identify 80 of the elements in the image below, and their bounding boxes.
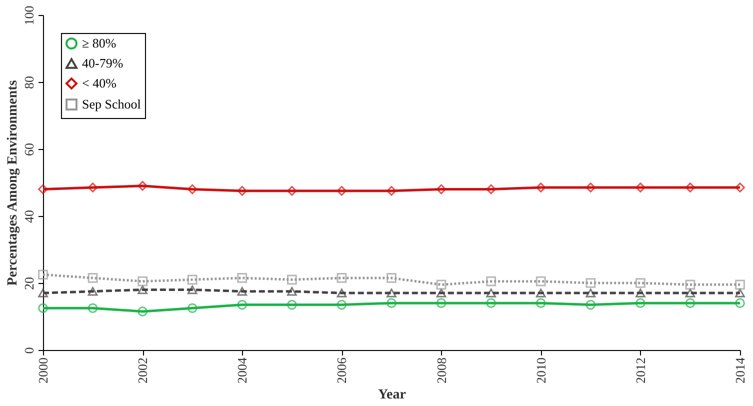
y-axis-title: Percentages Among Environments <box>6 80 20 286</box>
legend-label: Sep School <box>82 96 142 112</box>
point <box>386 288 396 298</box>
point <box>138 180 148 191</box>
point <box>536 298 546 308</box>
point <box>735 288 745 298</box>
point <box>536 288 546 298</box>
point <box>635 278 646 288</box>
y-tick-label: 40 <box>22 210 36 223</box>
point <box>237 273 248 283</box>
point <box>336 288 347 298</box>
point <box>735 182 745 192</box>
point <box>286 287 297 296</box>
point <box>436 288 446 298</box>
point <box>237 186 248 196</box>
point <box>286 274 297 285</box>
point <box>138 276 148 286</box>
point <box>685 298 696 308</box>
x-tick-label: 2010 <box>533 358 548 384</box>
legend-label: ≥ 80% <box>82 36 116 50</box>
y-tick-label: 100 <box>22 6 36 26</box>
x-axis-title: Year <box>378 388 406 402</box>
point <box>436 184 446 194</box>
x-tick-label: 2000 <box>36 358 50 384</box>
point <box>38 270 48 280</box>
point <box>386 186 396 196</box>
point <box>88 273 98 283</box>
y-tick-label: 60 <box>22 143 36 156</box>
point <box>187 303 198 314</box>
legend-label: < 40% <box>82 76 117 90</box>
point <box>436 298 446 308</box>
point <box>187 274 198 285</box>
y-tick-label: 0 <box>22 347 36 354</box>
y-tick-label: 20 <box>22 277 36 290</box>
x-tick-label: 2014 <box>732 357 748 384</box>
x-tick-label: 2012 <box>632 358 648 384</box>
point <box>486 276 496 286</box>
point <box>486 298 496 308</box>
point <box>187 285 198 294</box>
x-tick-label: 2006 <box>334 357 350 384</box>
point <box>88 287 98 296</box>
point <box>88 182 98 192</box>
x-tick-label: 2002 <box>135 358 150 384</box>
point <box>138 285 148 294</box>
point <box>635 182 646 192</box>
point <box>88 303 98 314</box>
point <box>586 288 596 298</box>
point <box>486 184 496 194</box>
point <box>336 273 347 283</box>
x-tick-label: 2008 <box>434 358 449 384</box>
point <box>735 280 745 290</box>
point <box>536 276 546 286</box>
point <box>586 300 596 310</box>
point <box>237 287 248 296</box>
point <box>138 306 148 316</box>
point <box>735 298 745 308</box>
point <box>336 186 347 196</box>
point <box>586 182 596 192</box>
x-tick-label: 2004 <box>234 357 250 384</box>
point <box>386 273 396 283</box>
point <box>187 184 198 194</box>
point <box>386 298 396 308</box>
point <box>685 288 696 298</box>
point <box>38 184 48 194</box>
point <box>586 278 596 288</box>
point <box>486 288 496 298</box>
point <box>237 300 248 310</box>
point <box>336 300 347 310</box>
legend-label: 40-79% <box>82 56 124 70</box>
point <box>286 186 297 196</box>
point <box>685 182 696 192</box>
point <box>635 288 646 298</box>
point <box>685 280 696 290</box>
point <box>38 303 48 314</box>
point <box>286 300 297 310</box>
point <box>635 298 646 308</box>
y-tick-label: 80 <box>22 76 36 89</box>
point <box>38 288 48 298</box>
point <box>536 182 546 192</box>
point <box>436 280 446 290</box>
